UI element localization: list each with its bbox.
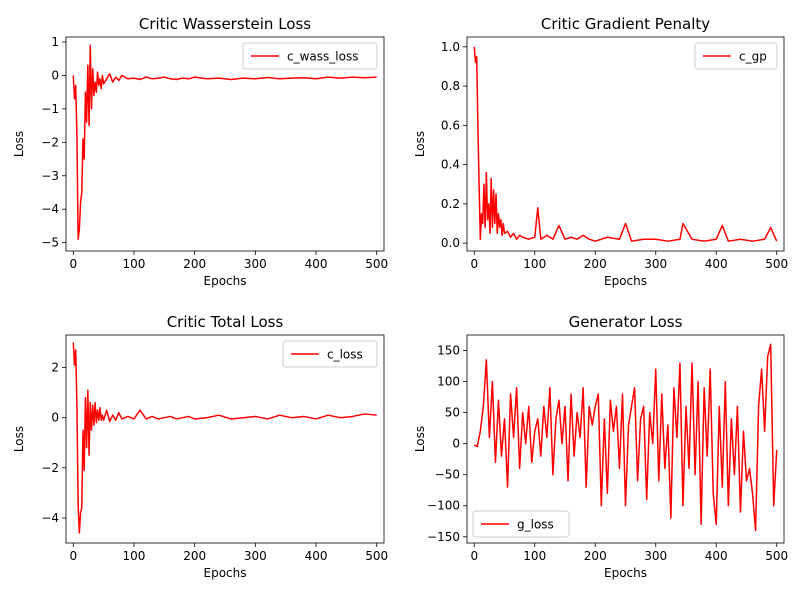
legend-label: c_loss (327, 348, 363, 362)
x-axis-label: Epochs (604, 274, 647, 288)
x-axis-label: Epochs (204, 566, 247, 580)
y-tick-label: 0.8 (441, 79, 460, 93)
y-axis-label: Loss (413, 426, 427, 452)
legend-box (282, 340, 378, 368)
x-tick-label: 300 (644, 257, 667, 271)
legend: c_wass_loss (242, 42, 378, 70)
y-tick-label: −5 (41, 236, 59, 250)
x-tick-label: 300 (644, 549, 667, 563)
subplot-title: Critic Wasserstein Loss (139, 15, 311, 33)
legend-box (694, 42, 778, 70)
x-tick-label: 500 (765, 257, 788, 271)
subplot-title: Critic Gradient Penalty (541, 15, 710, 33)
legend-label: c_wass_loss (287, 50, 358, 64)
x-tick-label: 300 (244, 257, 267, 271)
legend-label: g_loss (517, 518, 554, 532)
series-line-c_loss (72, 342, 377, 534)
y-tick-label: 0.4 (441, 158, 460, 172)
x-tick-label: 0 (470, 257, 478, 271)
axes-frame (466, 36, 785, 252)
subplot-title: Generator Loss (569, 313, 683, 331)
y-tick-label: −4 (41, 511, 59, 525)
subplot-2: Critic Gradient Penalty 0 100 200 300 400 500 0… (413, 15, 788, 288)
x-tick-label: 400 (705, 549, 728, 563)
y-tick-label: −2 (41, 135, 59, 149)
x-tick-label: 200 (584, 257, 607, 271)
legend: g_loss (472, 510, 570, 538)
series-line-g_loss (473, 343, 778, 532)
x-tick-label: 500 (365, 549, 388, 563)
legend: c_loss (282, 340, 378, 368)
y-tick-label: 0.0 (441, 236, 460, 250)
x-tick-label: 200 (584, 549, 607, 563)
y-axis-label: Loss (12, 131, 26, 157)
x-tick-label: 100 (123, 549, 146, 563)
y-tick-label: 0.2 (441, 197, 460, 211)
x-tick-label: 400 (305, 549, 328, 563)
x-axis-label: Epochs (604, 566, 647, 580)
x-tick-label: 0 (69, 549, 77, 563)
y-tick-label: −100 (427, 499, 460, 513)
x-tick-label: 500 (365, 257, 388, 271)
y-tick-label: −50 (435, 468, 460, 482)
x-tick-label: 500 (765, 549, 788, 563)
y-tick-label: 0 (51, 411, 59, 425)
y-tick-label: 0 (51, 68, 59, 82)
x-tick-label: 200 (183, 549, 206, 563)
y-tick-label: −3 (41, 169, 59, 183)
legend: c_gp (694, 42, 778, 70)
x-tick-label: 400 (705, 257, 728, 271)
axes-frame (65, 334, 385, 544)
series-line-c_wass_loss (72, 44, 377, 241)
series-line-c_gp (473, 46, 778, 242)
x-tick-label: 400 (305, 257, 328, 271)
y-tick-label: −1 (41, 102, 59, 116)
x-tick-label: 0 (470, 549, 478, 563)
axes-frame (466, 334, 785, 544)
y-axis-label: Loss (12, 426, 26, 452)
y-tick-label: −150 (427, 530, 460, 544)
subplot-title: Critic Total Loss (167, 313, 284, 331)
y-tick-label: 1 (51, 35, 59, 49)
y-tick-label: 0.6 (441, 118, 460, 132)
x-tick-label: 300 (244, 549, 267, 563)
y-tick-label: 150 (437, 344, 460, 358)
y-tick-label: 100 (437, 375, 460, 389)
x-axis-label: Epochs (204, 274, 247, 288)
y-tick-label: 50 (445, 406, 460, 420)
x-tick-label: 100 (123, 257, 146, 271)
subplot-3: Critic Total Loss 0 100 200 300 400 500 −4 −2 0 2 E… (12, 313, 388, 580)
y-axis-label: Loss (413, 131, 427, 157)
legend-box (472, 510, 570, 538)
x-tick-label: 100 (523, 257, 546, 271)
axes-frame (65, 36, 385, 252)
y-tick-label: −2 (41, 461, 59, 475)
y-tick-label: 2 (51, 361, 59, 375)
x-tick-label: 0 (69, 257, 77, 271)
legend-box (242, 42, 378, 70)
y-tick-label: −4 (41, 202, 59, 216)
y-tick-label: 0 (452, 437, 460, 451)
y-tick-label: 1.0 (441, 40, 460, 54)
legend-label: c_gp (739, 50, 767, 64)
subplot-1: Critic Wasserstein Loss 0 100 200 300 400 500 −… (12, 15, 388, 288)
x-tick-label: 200 (183, 257, 206, 271)
x-tick-label: 100 (523, 549, 546, 563)
